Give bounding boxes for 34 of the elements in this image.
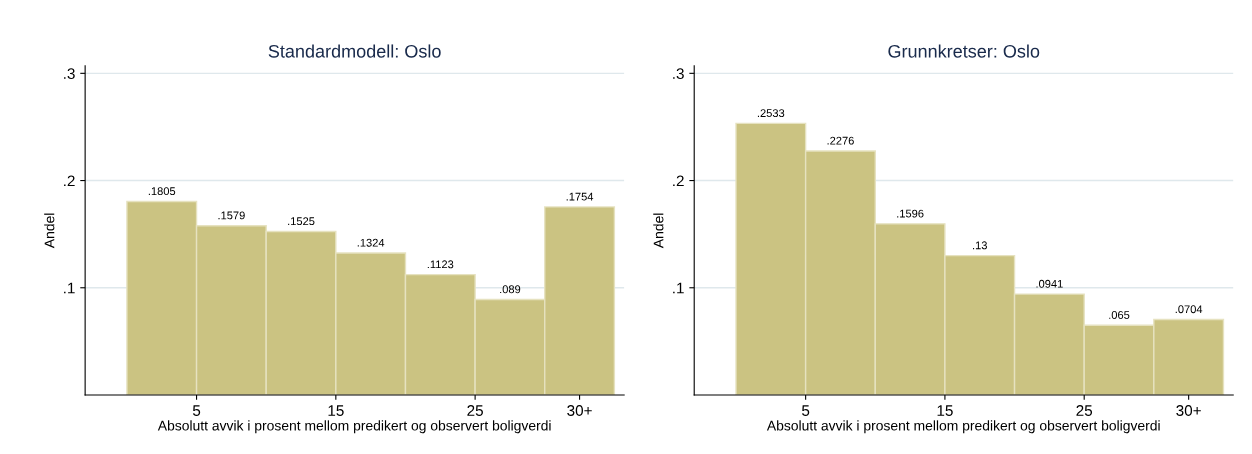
y-tick-label: .3 (64, 68, 75, 80)
data-label: .1805 (148, 187, 176, 196)
data-label: .1525 (288, 217, 315, 226)
x-axis-title: Absolutt avvik i prosent mellom predikert og observert boligverdi (766, 420, 1160, 434)
y-tick-label: .1 (673, 282, 684, 294)
x-tick-label: 15 (937, 405, 953, 416)
x-axis-title: Absolutt avvik i prosent mellom predikert og observert boligverdi (157, 420, 551, 434)
x-tick-label: 25 (467, 405, 483, 416)
x-tick-label: 25 (1076, 405, 1093, 416)
data-label: .1579 (218, 211, 245, 220)
y-tick-label: .2 (64, 175, 75, 187)
y-tick-label: .3 (673, 68, 684, 80)
data-label: .1324 (357, 238, 385, 247)
data-label: .0704 (1175, 305, 1203, 314)
data-label: .13 (973, 241, 987, 250)
data-label: .0941 (1036, 279, 1063, 288)
y-tick-label: .2 (673, 175, 684, 187)
data-label: .065 (1109, 311, 1130, 319)
data-label: .1754 (566, 192, 594, 201)
x-tick-label: 5 (192, 405, 201, 416)
data-label: .1123 (427, 260, 454, 269)
data-label: .1596 (897, 209, 924, 218)
data-label: .089 (500, 285, 521, 294)
chart-title: Grunnkretser: Oslo (888, 44, 1040, 58)
y-axis-title: Andel (653, 213, 664, 249)
x-tick-label: 30+ (1176, 405, 1201, 416)
y-tick-label: .1 (64, 282, 75, 294)
chart-title: Standardmodell: Oslo (268, 44, 441, 58)
y-axis-title: Andel (44, 213, 55, 249)
x-tick-label: 15 (328, 405, 344, 416)
data-label: .2533 (757, 109, 785, 118)
x-tick-label: 30+ (567, 405, 592, 416)
data-label: .2276 (827, 136, 854, 145)
x-tick-label: 5 (802, 405, 810, 416)
